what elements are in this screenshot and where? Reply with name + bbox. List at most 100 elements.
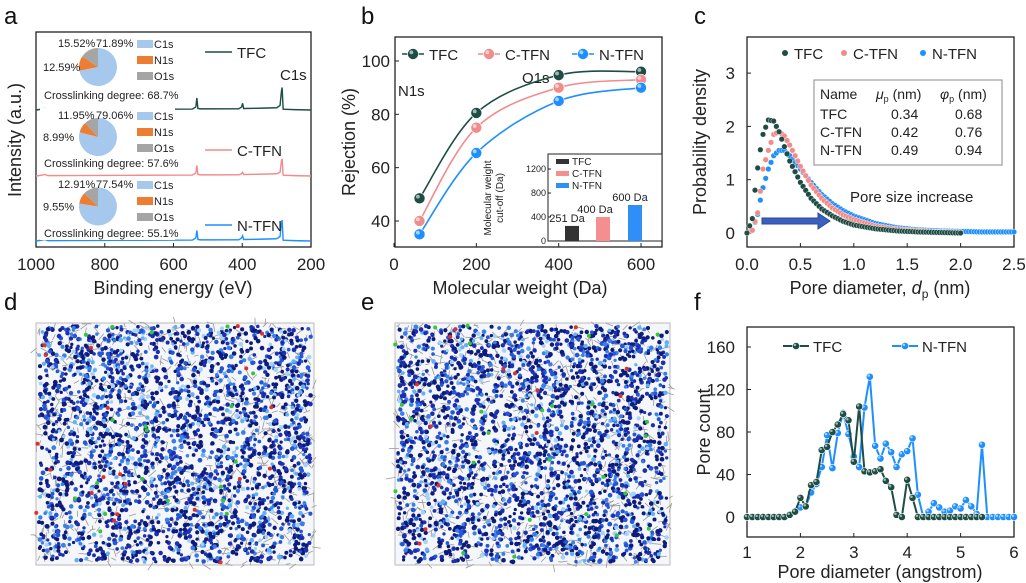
- atom: [244, 381, 248, 386]
- atom: [69, 524, 74, 529]
- atom: [294, 430, 299, 435]
- polymer-bond: [295, 553, 303, 558]
- atom: [242, 375, 248, 380]
- polymer-bond: [240, 337, 244, 342]
- polymer-bond: [271, 517, 279, 525]
- atom: [264, 416, 269, 421]
- atom: [287, 378, 293, 384]
- polymer-bond: [292, 468, 295, 475]
- atom: [296, 393, 300, 397]
- atom: [208, 487, 213, 492]
- pie-slice-n1s: [79, 56, 98, 71]
- polymer-bond: [84, 327, 87, 334]
- atom: [257, 439, 262, 444]
- atom: [78, 541, 83, 546]
- atom: [146, 491, 151, 497]
- atom-highlight: [34, 510, 39, 515]
- atom: [224, 337, 229, 341]
- atom: [109, 400, 114, 404]
- atom: [215, 389, 220, 394]
- atom: [226, 345, 232, 351]
- atom: [61, 377, 67, 382]
- density-point-c-tfn: [792, 152, 799, 159]
- atom: [258, 497, 262, 501]
- polymer-bond: [308, 550, 314, 554]
- atom: [294, 385, 300, 391]
- polymer-bond: [138, 353, 143, 360]
- polymer-bond: [224, 562, 233, 566]
- atom: [228, 533, 234, 538]
- atom: [89, 455, 93, 459]
- atom: [77, 469, 82, 475]
- atom: [133, 539, 137, 543]
- atom: [149, 519, 155, 525]
- panel-c-xtick-label: 2.0: [949, 255, 973, 274]
- polymer-bond: [274, 481, 279, 487]
- table-header-cell: φp (nm): [940, 86, 987, 104]
- inset-ytick-label: 800: [531, 188, 546, 198]
- atom: [176, 416, 181, 421]
- atom: [62, 402, 67, 407]
- atom: [126, 434, 131, 439]
- atom: [286, 486, 291, 491]
- atom: [139, 356, 144, 361]
- panel-b-xlabel: Molecular weight (Da): [432, 278, 607, 298]
- polymer-bond: [106, 380, 112, 386]
- atom: [220, 340, 225, 345]
- atom: [75, 415, 80, 420]
- atom: [69, 332, 74, 336]
- atom: [202, 363, 207, 368]
- atom: [61, 434, 66, 439]
- atom: [186, 488, 191, 493]
- atom: [182, 531, 188, 536]
- atom: [173, 340, 177, 345]
- atom: [297, 437, 302, 441]
- polymer-bond: [311, 505, 317, 508]
- atom: [236, 534, 240, 539]
- atom: [272, 491, 276, 496]
- atom: [75, 439, 80, 444]
- atom: [64, 488, 69, 493]
- atom: [206, 498, 212, 504]
- atom: [231, 450, 237, 455]
- atom: [185, 556, 190, 561]
- polymer-bond: [148, 345, 150, 351]
- atom: [180, 323, 185, 329]
- atom: [266, 354, 271, 359]
- atom: [303, 481, 308, 486]
- atom: [228, 421, 233, 426]
- atom: [217, 549, 222, 554]
- atom: [281, 376, 286, 381]
- atom: [54, 358, 59, 363]
- atom: [221, 420, 226, 425]
- atom: [72, 333, 78, 339]
- atom: [128, 531, 133, 536]
- atom: [301, 431, 306, 436]
- atom: [178, 459, 183, 464]
- polymer-bond: [96, 526, 100, 532]
- atom: [138, 494, 142, 498]
- atom: [66, 327, 70, 332]
- atom: [294, 415, 299, 421]
- atom: [149, 476, 154, 481]
- polymer-bond: [45, 532, 48, 542]
- atom: [247, 356, 252, 362]
- atom: [156, 425, 162, 431]
- atom: [119, 327, 124, 332]
- atom: [195, 496, 200, 501]
- atom: [276, 468, 281, 474]
- atom: [143, 459, 147, 463]
- polymer-bond: [206, 321, 213, 325]
- atom: [206, 359, 212, 364]
- atom: [243, 412, 248, 418]
- atom: [178, 528, 183, 532]
- atom: [175, 516, 180, 521]
- atom: [290, 468, 294, 473]
- atom: [127, 455, 132, 459]
- atom: [439, 450, 444, 455]
- atom: [263, 520, 267, 524]
- atom: [176, 381, 180, 385]
- atom: [155, 437, 160, 443]
- atom: [277, 515, 282, 521]
- atom: [248, 423, 253, 428]
